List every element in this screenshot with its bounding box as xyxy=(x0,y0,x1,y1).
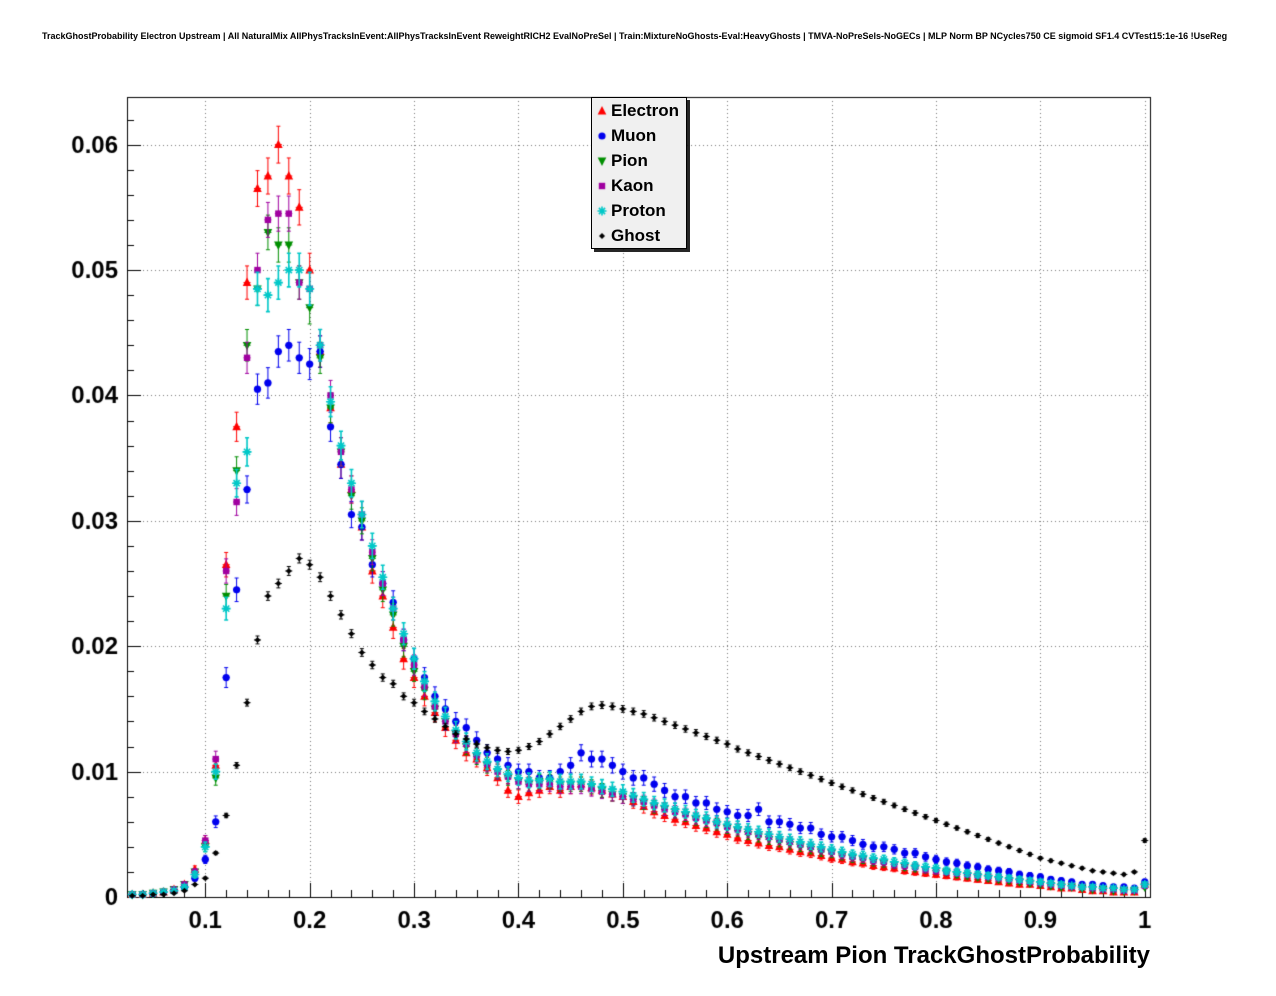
legend-label: Ghost xyxy=(611,225,661,245)
legend-label: Electron xyxy=(611,100,680,120)
legend-item-proton: Proton xyxy=(592,198,686,223)
square-icon xyxy=(593,177,611,194)
legend-label: Pion xyxy=(611,150,648,170)
legend-item-muon: Muon xyxy=(592,123,686,148)
x-axis-label: Upstream Pion TrackGhostProbability xyxy=(717,942,1150,969)
triangle-up-icon xyxy=(593,102,611,119)
legend-label: Muon xyxy=(611,125,657,145)
legend-label: Proton xyxy=(611,200,666,220)
legend-item-electron: Electron xyxy=(592,98,686,123)
diamond-icon xyxy=(593,227,611,244)
legend-item-ghost: Ghost xyxy=(592,223,686,248)
legend-label: Kaon xyxy=(611,175,654,195)
star-icon xyxy=(593,202,611,219)
legend-item-kaon: Kaon xyxy=(592,173,686,198)
legend: Electron Muon Pion Kaon Proton Ghost xyxy=(591,97,687,249)
circle-icon xyxy=(593,127,611,144)
legend-item-pion: Pion xyxy=(592,148,686,173)
triangle-down-icon xyxy=(593,152,611,169)
